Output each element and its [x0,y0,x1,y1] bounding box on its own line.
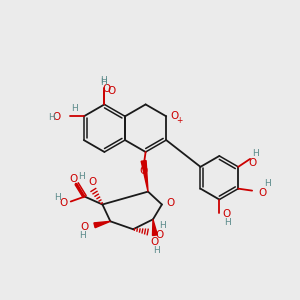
Text: O: O [222,209,231,219]
Polygon shape [141,160,148,192]
Text: H: H [48,113,55,122]
Text: H: H [224,218,231,227]
Text: O: O [258,188,266,198]
Text: O: O [155,230,163,240]
Text: H: H [79,231,86,240]
Text: O: O [167,197,175,208]
Text: O: O [80,222,88,232]
Text: O: O [140,166,148,176]
Text: +: + [177,116,183,125]
Text: O: O [59,199,68,208]
Text: H: H [252,149,258,158]
Text: H: H [154,246,160,255]
Text: H: H [54,193,61,202]
Text: O: O [107,85,116,96]
Text: H: H [100,78,107,87]
Text: H: H [264,179,271,188]
Text: H: H [100,76,107,85]
Text: H: H [78,172,85,181]
Polygon shape [152,219,158,236]
Text: O: O [70,174,78,184]
Text: O: O [53,112,61,122]
Text: O: O [102,84,110,94]
Polygon shape [94,221,110,228]
Text: O: O [170,111,178,121]
Text: O: O [151,237,159,247]
Text: H: H [71,104,78,113]
Text: O: O [88,177,97,187]
Text: H: H [159,221,166,230]
Text: O: O [248,158,256,168]
